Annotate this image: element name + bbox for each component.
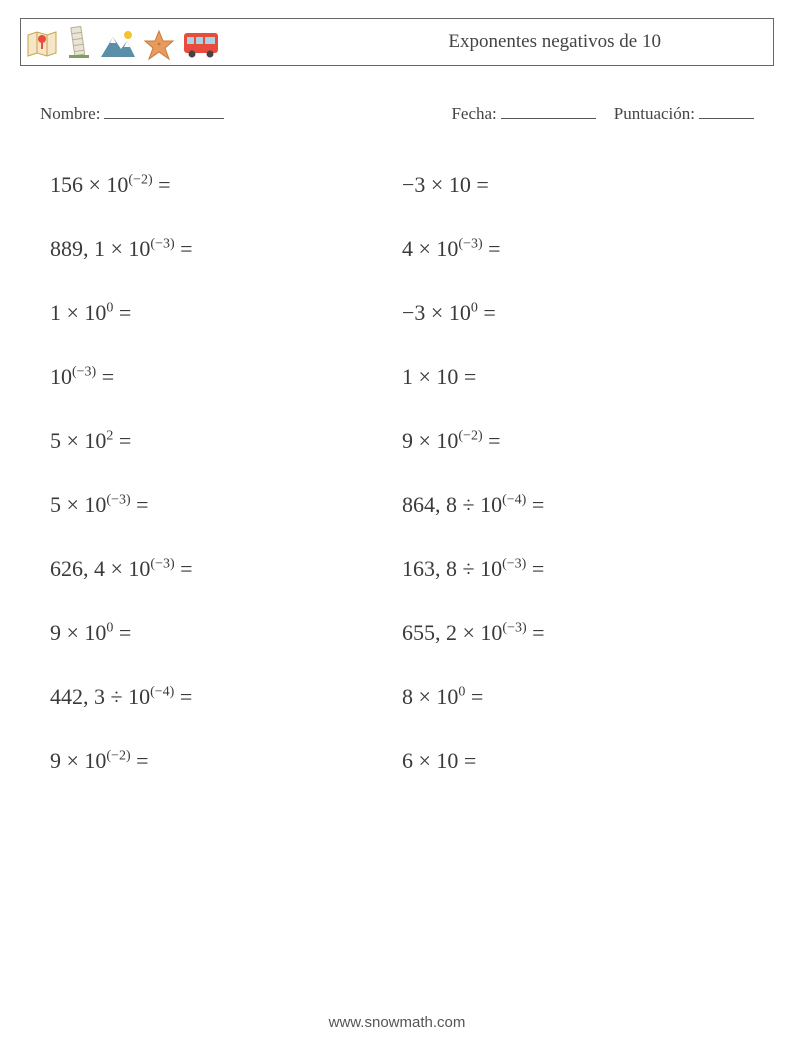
score-blank xyxy=(699,105,754,119)
problems-grid: 156 × 10(−2) = −3 × 10 = 889, 1 × 10(−3) =… xyxy=(20,174,774,772)
problem-left-1: 889, 1 × 10(−3) = xyxy=(50,238,392,260)
starfish-icon xyxy=(143,29,175,61)
problem-right-1: 4 × 10(−3) = xyxy=(402,238,744,260)
problem-left-6: 626, 4 × 10(−3) = xyxy=(50,558,392,580)
problem-right-5: 864, 8 ÷ 10(−4) = xyxy=(402,494,744,516)
problem-right-8: 8 × 100 = xyxy=(402,686,744,708)
map-icon xyxy=(25,27,59,61)
problem-right-6: 163, 8 ÷ 10(−3) = xyxy=(402,558,744,580)
name-field: Nombre: xyxy=(40,104,451,124)
problem-right-9: 6 × 10 = xyxy=(402,750,744,772)
problem-right-4: 9 × 10(−2) = xyxy=(402,430,744,452)
meta-row: Nombre: Fecha: Puntuación: xyxy=(20,104,774,124)
problem-right-0: −3 × 10 = xyxy=(402,174,744,196)
problem-left-7: 9 × 100 = xyxy=(50,622,392,644)
name-blank xyxy=(104,105,224,119)
problem-right-2: −3 × 100 = xyxy=(402,302,744,324)
score-field: Puntuación: xyxy=(614,104,754,124)
worksheet-header: Exponentes negativos de 10 xyxy=(20,18,774,66)
name-label: Nombre: xyxy=(40,104,100,123)
date-label: Fecha: xyxy=(451,104,496,123)
problem-left-4: 5 × 102 = xyxy=(50,430,392,452)
worksheet-title: Exponentes negativos de 10 xyxy=(448,31,761,53)
tower-icon xyxy=(65,23,93,61)
problem-left-0: 156 × 10(−2) = xyxy=(50,174,392,196)
problem-left-2: 1 × 100 = xyxy=(50,302,392,324)
problem-left-5: 5 × 10(−3) = xyxy=(50,494,392,516)
date-blank xyxy=(501,105,596,119)
problem-left-8: 442, 3 ÷ 10(−4) = xyxy=(50,686,392,708)
problem-left-3: 10(−3) = xyxy=(50,366,392,388)
mountain-icon xyxy=(99,27,137,61)
problem-left-9: 9 × 10(−2) = xyxy=(50,750,392,772)
footer-url: www.snowmath.com xyxy=(0,1014,794,1031)
bus-icon xyxy=(181,27,221,61)
problem-right-7: 655, 2 × 10(−3) = xyxy=(402,622,744,644)
date-field: Fecha: xyxy=(451,104,595,124)
score-label: Puntuación: xyxy=(614,104,695,123)
problem-right-3: 1 × 10 = xyxy=(402,366,744,388)
header-icons xyxy=(25,23,221,61)
